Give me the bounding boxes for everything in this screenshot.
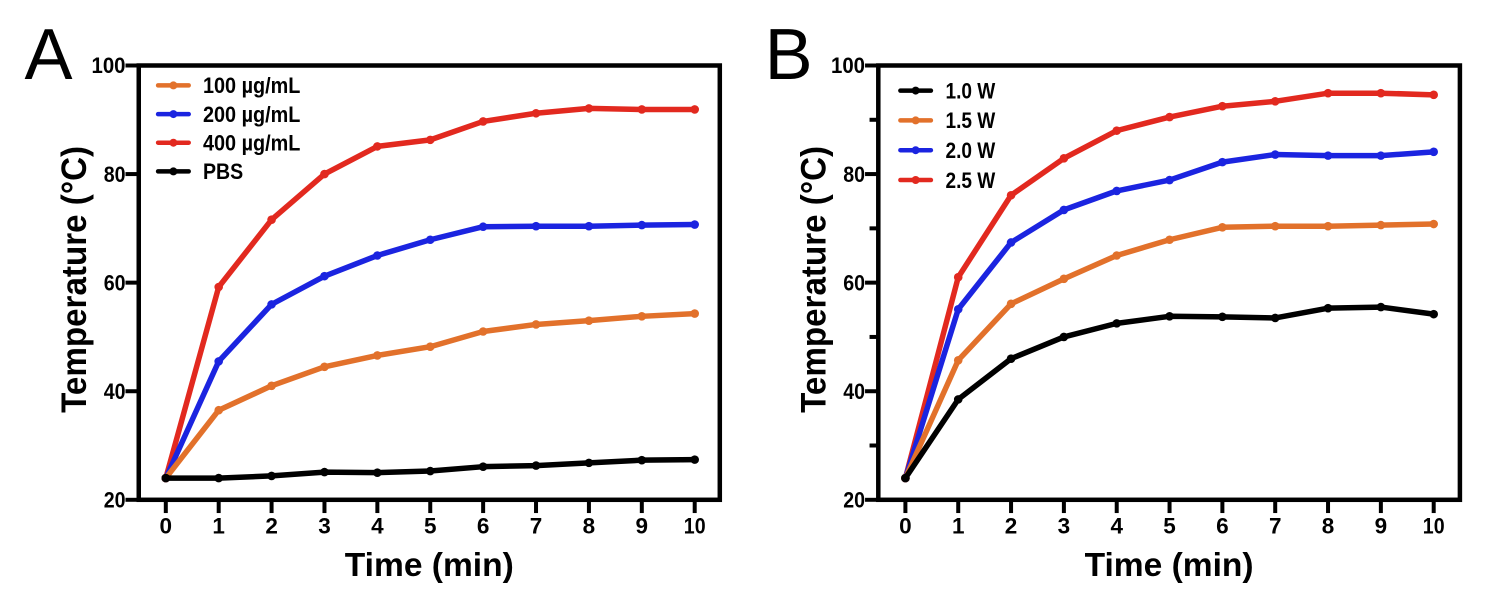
svg-text:Time (min): Time (min) (345, 547, 514, 584)
svg-text:4: 4 (1110, 514, 1123, 539)
svg-text:1: 1 (212, 514, 225, 539)
svg-text:60: 60 (104, 270, 126, 295)
svg-text:6: 6 (477, 514, 490, 539)
svg-text:4: 4 (371, 514, 384, 539)
svg-text:5: 5 (424, 514, 437, 539)
svg-text:40: 40 (104, 379, 126, 404)
svg-text:200 µg/mL: 200 µg/mL (203, 102, 301, 127)
svg-text:1.5 W: 1.5 W (946, 108, 996, 133)
svg-text:7: 7 (530, 514, 543, 539)
svg-text:3: 3 (318, 514, 331, 539)
svg-text:80: 80 (843, 162, 865, 187)
svg-text:100: 100 (831, 53, 865, 78)
svg-text:Temperature (°C): Temperature (°C) (55, 146, 94, 413)
svg-text:40: 40 (843, 379, 865, 404)
svg-text:0: 0 (899, 514, 912, 539)
svg-text:2: 2 (1005, 514, 1018, 539)
svg-text:9: 9 (1375, 514, 1388, 539)
svg-text:1: 1 (952, 514, 965, 539)
svg-text:9: 9 (636, 514, 649, 539)
svg-text:6: 6 (1216, 514, 1229, 539)
svg-text:0: 0 (160, 514, 173, 539)
svg-text:20: 20 (104, 488, 126, 513)
svg-text:Time (min): Time (min) (1085, 547, 1254, 584)
svg-text:Temperature (°C): Temperature (°C) (795, 146, 834, 413)
svg-text:100 µg/mL: 100 µg/mL (203, 73, 301, 98)
svg-text:2.5 W: 2.5 W (946, 168, 996, 193)
svg-text:3: 3 (1058, 514, 1071, 539)
svg-text:80: 80 (104, 162, 126, 187)
svg-text:20: 20 (843, 488, 865, 513)
svg-text:PBS: PBS (203, 159, 243, 184)
svg-text:10: 10 (684, 514, 706, 539)
svg-text:60: 60 (843, 270, 865, 295)
svg-text:8: 8 (1322, 514, 1335, 539)
svg-text:A: A (25, 15, 73, 95)
svg-text:400 µg/mL: 400 µg/mL (203, 131, 301, 156)
svg-text:7: 7 (1269, 514, 1282, 539)
svg-text:2.0 W: 2.0 W (946, 138, 996, 163)
svg-text:100: 100 (92, 53, 126, 78)
svg-text:8: 8 (583, 514, 596, 539)
svg-text:2: 2 (265, 514, 278, 539)
svg-text:5: 5 (1163, 514, 1176, 539)
svg-text:1.0 W: 1.0 W (946, 78, 996, 103)
svg-text:B: B (765, 15, 813, 95)
svg-text:10: 10 (1423, 514, 1445, 539)
